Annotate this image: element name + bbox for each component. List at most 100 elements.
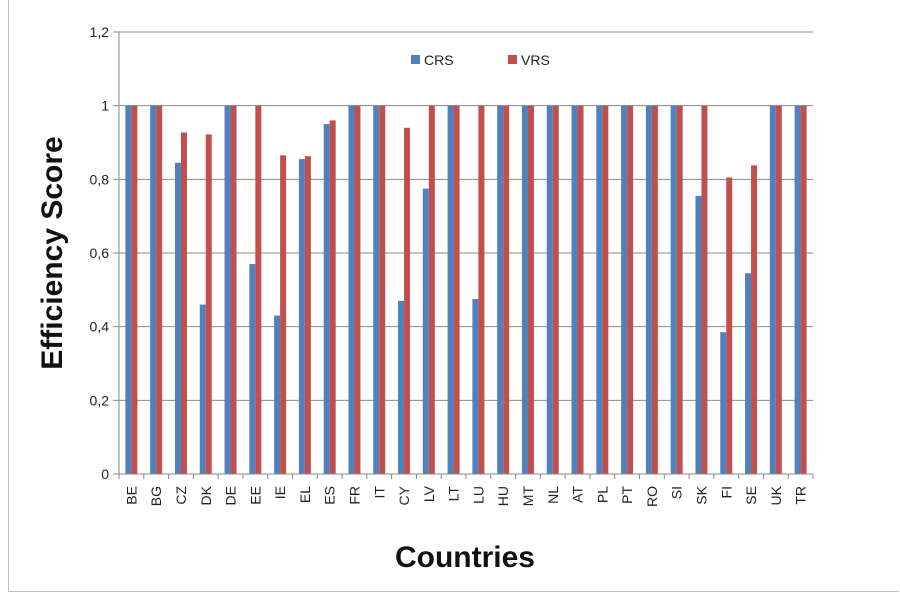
bar-vrs-el — [304, 156, 311, 474]
bar-vrs-hu — [503, 105, 510, 475]
x-tick-label: FI — [718, 486, 734, 498]
x-tick-label: LV — [421, 485, 437, 502]
y-tick-label: 0,6 — [90, 245, 110, 261]
legend: CRS VRS — [411, 52, 550, 68]
bar-crs-mt — [521, 105, 528, 475]
x-tick-label: SE — [743, 486, 759, 505]
x-tick-label: LU — [470, 486, 486, 504]
bar-crs-es — [323, 124, 330, 474]
y-tick-label: 1 — [101, 98, 109, 114]
x-tick-label: IE — [272, 486, 288, 499]
legend-label-crs: CRS — [424, 52, 454, 68]
bar-crs-si — [670, 105, 677, 475]
y-tick-label: 0,8 — [90, 171, 110, 187]
bar-vrs-mt — [527, 105, 534, 475]
x-tick-label: TR — [793, 486, 809, 505]
x-tick-label: LT — [446, 486, 462, 502]
bar-vrs-lu — [478, 105, 485, 475]
x-tick-label: FR — [346, 486, 362, 505]
gridlines — [113, 31, 813, 475]
x-tick-label: IT — [371, 486, 387, 499]
bar-vrs-dk — [205, 134, 212, 474]
legend-label-vrs: VRS — [521, 52, 550, 68]
x-tick-label: DE — [223, 486, 239, 505]
bar-vrs-ee — [255, 105, 262, 475]
bar-crs-fr — [348, 105, 355, 475]
x-tick-label: PT — [619, 486, 635, 504]
bar-vrs-se — [751, 165, 758, 474]
bar-vrs-fr — [354, 105, 361, 475]
bar-crs-at — [571, 105, 578, 475]
bar-crs-it — [373, 105, 380, 475]
x-tick-label: CY — [396, 485, 412, 505]
chart-frame — [8, 0, 899, 592]
bar-crs-cy — [398, 300, 405, 474]
bar-crs-fi — [720, 332, 727, 474]
x-tick-label: BE — [123, 486, 139, 505]
bar-vrs-be — [131, 105, 138, 475]
bar-crs-se — [745, 273, 752, 474]
bar-crs-dk — [199, 304, 206, 474]
bar-vrs-at — [577, 105, 584, 475]
legend-swatch-vrs — [508, 55, 517, 64]
x-tick-label: CZ — [173, 486, 189, 505]
x-axis-title: Countries — [395, 541, 535, 574]
y-tick-label: 1,2 — [90, 24, 110, 40]
bar-crs-lt — [447, 105, 454, 475]
bar-crs-nl — [546, 105, 553, 475]
bar-crs-ro — [645, 105, 652, 475]
bar-vrs-pt — [627, 105, 634, 475]
x-tick-labels: BE BG CZ DK DE EE IE EL ES FR IT CY LV LT LU HU MT NL AT PL… — [118, 473, 814, 507]
bar-vrs-uk — [775, 105, 782, 475]
bar-crs-tr — [794, 105, 801, 475]
x-tick-label: BG — [148, 486, 164, 506]
bar-crs-lu — [472, 299, 479, 474]
x-tick-label: NL — [545, 486, 561, 504]
x-tick-label: DK — [198, 485, 214, 505]
bar-vrs-de — [230, 105, 237, 475]
x-tick-label: SI — [669, 486, 685, 499]
bar-crs-cz — [174, 162, 181, 474]
x-tick-label: UK — [768, 485, 784, 505]
bar-crs-lv — [422, 188, 429, 474]
x-tick-label: EL — [297, 486, 313, 503]
bar-vrs-bg — [156, 105, 163, 475]
x-tick-label: AT — [570, 486, 586, 503]
bar-vrs-it — [379, 105, 386, 475]
y-tick-label: 0,2 — [90, 392, 110, 408]
x-tick-label: EE — [247, 486, 263, 505]
bar-vrs-cz — [180, 132, 187, 474]
bar-vrs-sk — [701, 105, 708, 475]
x-tick-label: HU — [495, 486, 511, 506]
bar-crs-ie — [274, 315, 281, 474]
bars — [125, 105, 807, 475]
bar-crs-be — [125, 105, 132, 475]
bar-crs-el — [298, 159, 305, 474]
x-tick-label: ES — [322, 486, 338, 505]
bar-crs-pt — [621, 105, 628, 475]
legend-swatch-crs — [411, 55, 420, 64]
bar-vrs-ro — [651, 105, 658, 475]
x-tick-label: MT — [520, 486, 536, 507]
bar-crs-sk — [695, 195, 702, 475]
bar-crs-de — [224, 105, 231, 475]
y-axis-title: Efficiency Score — [36, 136, 69, 369]
bar-crs-uk — [769, 105, 776, 475]
bar-crs-pl — [596, 105, 603, 475]
bar-vrs-cy — [404, 127, 411, 475]
bar-vrs-lt — [453, 105, 460, 475]
bar-vrs-tr — [800, 105, 807, 475]
y-tick-label: 0,4 — [90, 319, 110, 335]
x-tick-label: PL — [594, 486, 610, 503]
x-tick-label: RO — [644, 486, 660, 507]
y-tick-label: 0 — [101, 466, 109, 482]
bar-crs-ee — [249, 264, 256, 474]
bar-crs-bg — [150, 105, 157, 475]
y-tick-labels: 0 0,2 0,4 0,6 0,8 1 1,2 — [90, 24, 110, 482]
bar-vrs-nl — [552, 105, 559, 475]
bar-vrs-si — [676, 105, 683, 475]
bar-vrs-fi — [726, 177, 733, 474]
bar-vrs-pl — [602, 105, 609, 475]
bar-crs-hu — [497, 105, 504, 475]
